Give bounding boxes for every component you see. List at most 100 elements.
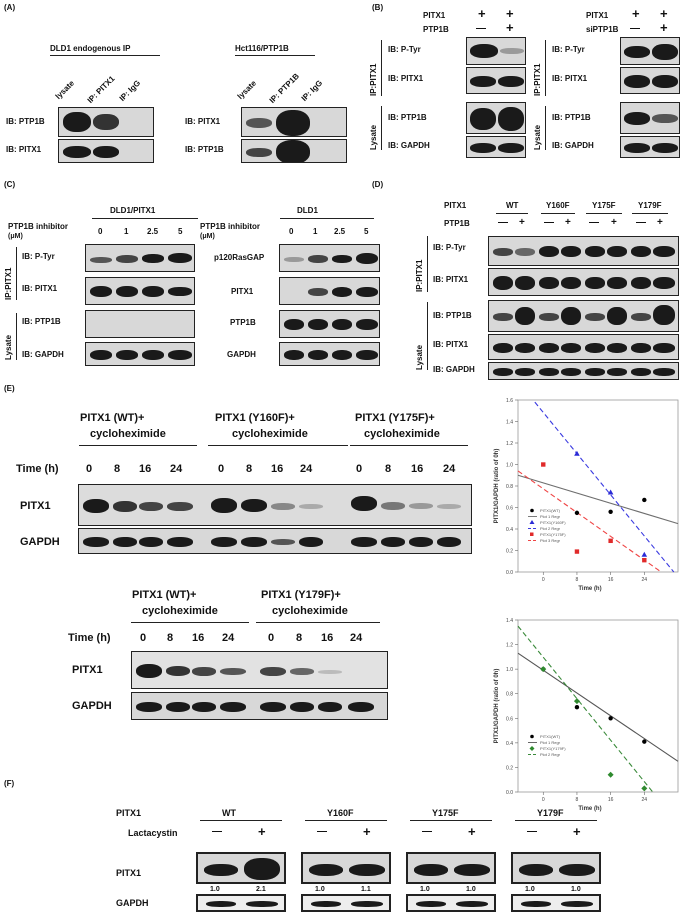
blot-ptyr: [466, 37, 526, 65]
y-tick-label: 0.0: [506, 570, 513, 576]
blot-pitx1-lysate: [488, 334, 679, 360]
time-label: Time (h): [68, 632, 111, 644]
lane-label: lysate: [53, 78, 77, 101]
sign: +: [660, 20, 668, 35]
time-tick: 16: [139, 463, 152, 475]
legend-label: Plot 2 Regr: [540, 752, 561, 757]
bracket: [16, 247, 17, 300]
time-tick: 16: [271, 463, 284, 475]
row-label: IB: PITX1: [433, 340, 469, 349]
y-tick-label: 0.0: [506, 790, 513, 796]
row-label: IB: PTP1B: [185, 145, 224, 154]
row-label: GAPDH: [227, 350, 256, 359]
sign: —: [498, 217, 508, 228]
lysate-label: Lysate: [369, 124, 378, 150]
group-underline: [200, 820, 282, 821]
quant-value: 1.0: [466, 886, 476, 893]
blot-ptp1b: [241, 139, 347, 163]
data-point: [574, 705, 580, 710]
sign: —: [527, 826, 537, 837]
mutant-label: Y179F: [537, 808, 564, 818]
blot-pitx1: [58, 139, 154, 163]
bracket: [427, 302, 428, 370]
time-tick: 8: [385, 463, 392, 475]
sign: —: [636, 217, 646, 228]
ip-label: IP:PITX1: [4, 267, 13, 300]
row-label: IB: P-Tyr: [388, 45, 421, 54]
row-label: IB: P-Tyr: [552, 45, 585, 54]
legend-label: Plot 3 Regr: [540, 538, 561, 543]
blot-pitx1-top: [78, 484, 472, 526]
row-label: p120RasGAP: [214, 253, 265, 262]
x-tick-label: 0: [542, 577, 545, 583]
blot-pitx1: [511, 852, 601, 884]
blot-gapdh: [406, 894, 496, 912]
blot-gapdh: [488, 362, 679, 380]
quant-value: 1.0: [525, 886, 535, 893]
sign: +: [611, 217, 617, 228]
y-tick-label: 0.4: [506, 527, 513, 533]
group-label: PITX1 (WT)+: [80, 412, 145, 424]
legend-marker: [530, 508, 534, 513]
plot-area: [517, 399, 679, 573]
x-axis-label: Time (h): [578, 586, 601, 592]
time-tick: 0: [86, 463, 93, 475]
blot-pitx1: [85, 277, 195, 305]
blot-ptyr: [488, 236, 679, 266]
data-point: [607, 489, 614, 495]
legend-label: PITX1(Y175F): [540, 532, 566, 537]
data-point: [608, 509, 613, 514]
quant-value: 2.1: [256, 886, 266, 893]
data-point: [608, 716, 613, 721]
group-label: PITX1 (Y179F)+: [261, 589, 341, 601]
y-tick-label: 1.6: [506, 398, 513, 404]
row-label: IB: PTP1B: [6, 117, 45, 126]
y-tick-label: 1.4: [506, 618, 513, 624]
x-tick-label: 8: [576, 577, 579, 583]
blot-pitx1: [466, 67, 526, 94]
row-label: IB: PTP1B: [433, 311, 472, 320]
blot-pitx1: [241, 107, 347, 137]
legend-label: PITX1(Y160F): [540, 520, 566, 525]
ip-label: IP:PITX1: [533, 63, 542, 96]
row-label: IB: GAPDH: [388, 141, 430, 150]
dose: 1: [124, 227, 129, 236]
data-point: [641, 551, 648, 557]
row-label: PITX1: [231, 287, 254, 296]
group-label: cycloheximide: [232, 428, 308, 440]
y-tick-label: 0.2: [506, 765, 513, 771]
row-label: IB: PITX1: [388, 74, 424, 83]
blot-pitx1: [196, 852, 286, 884]
legend-marker: [529, 746, 535, 751]
legend-label: PITX1(Y179F): [540, 746, 566, 751]
x-tick-label: 8: [576, 797, 579, 803]
dose: 0: [98, 227, 103, 236]
dose: 2.5: [334, 227, 346, 236]
legend-label: Plot 1 Regr: [540, 514, 561, 519]
regression-line: [517, 652, 679, 762]
data-point: [642, 557, 647, 563]
time-tick: 16: [321, 632, 334, 644]
bracket: [16, 313, 17, 360]
title-underline: [50, 55, 160, 56]
blot-p120rasgap: [279, 244, 380, 272]
group-underline: [410, 820, 492, 821]
time-tick: 8: [296, 632, 303, 644]
blot-pitx1: [406, 852, 496, 884]
row-label: GAPDH: [20, 536, 60, 548]
y-tick-label: 0.6: [506, 716, 513, 722]
x-tick-label: 0: [542, 797, 545, 803]
sign: —: [317, 826, 327, 837]
dose: 0: [289, 227, 294, 236]
row-label: IB: PITX1: [185, 117, 221, 126]
row-label: GAPDH: [72, 700, 112, 712]
row-label: PTP1B: [230, 318, 256, 327]
row-label: IB: P-Tyr: [22, 252, 55, 261]
panel-label-d: (D): [372, 180, 384, 189]
group-underline: [256, 622, 380, 623]
time-tick: 0: [356, 463, 363, 475]
sign: +: [657, 217, 663, 228]
group-label: cycloheximide: [364, 428, 440, 440]
group-underline: [541, 213, 575, 214]
x-tick-label: 24: [642, 797, 648, 803]
